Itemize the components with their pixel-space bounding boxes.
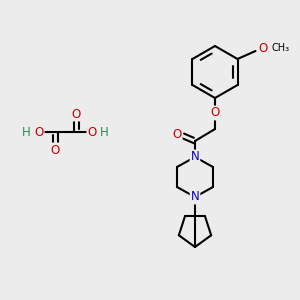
Text: O: O xyxy=(87,125,97,139)
Text: O: O xyxy=(258,41,267,55)
Text: O: O xyxy=(34,125,43,139)
Text: O: O xyxy=(71,107,81,121)
Text: H: H xyxy=(22,125,31,139)
Text: CH₃: CH₃ xyxy=(272,43,290,53)
Text: O: O xyxy=(210,106,220,119)
Text: N: N xyxy=(190,151,200,164)
Text: H: H xyxy=(100,125,109,139)
Text: O: O xyxy=(172,128,182,140)
Text: O: O xyxy=(50,143,60,157)
Text: N: N xyxy=(190,190,200,203)
